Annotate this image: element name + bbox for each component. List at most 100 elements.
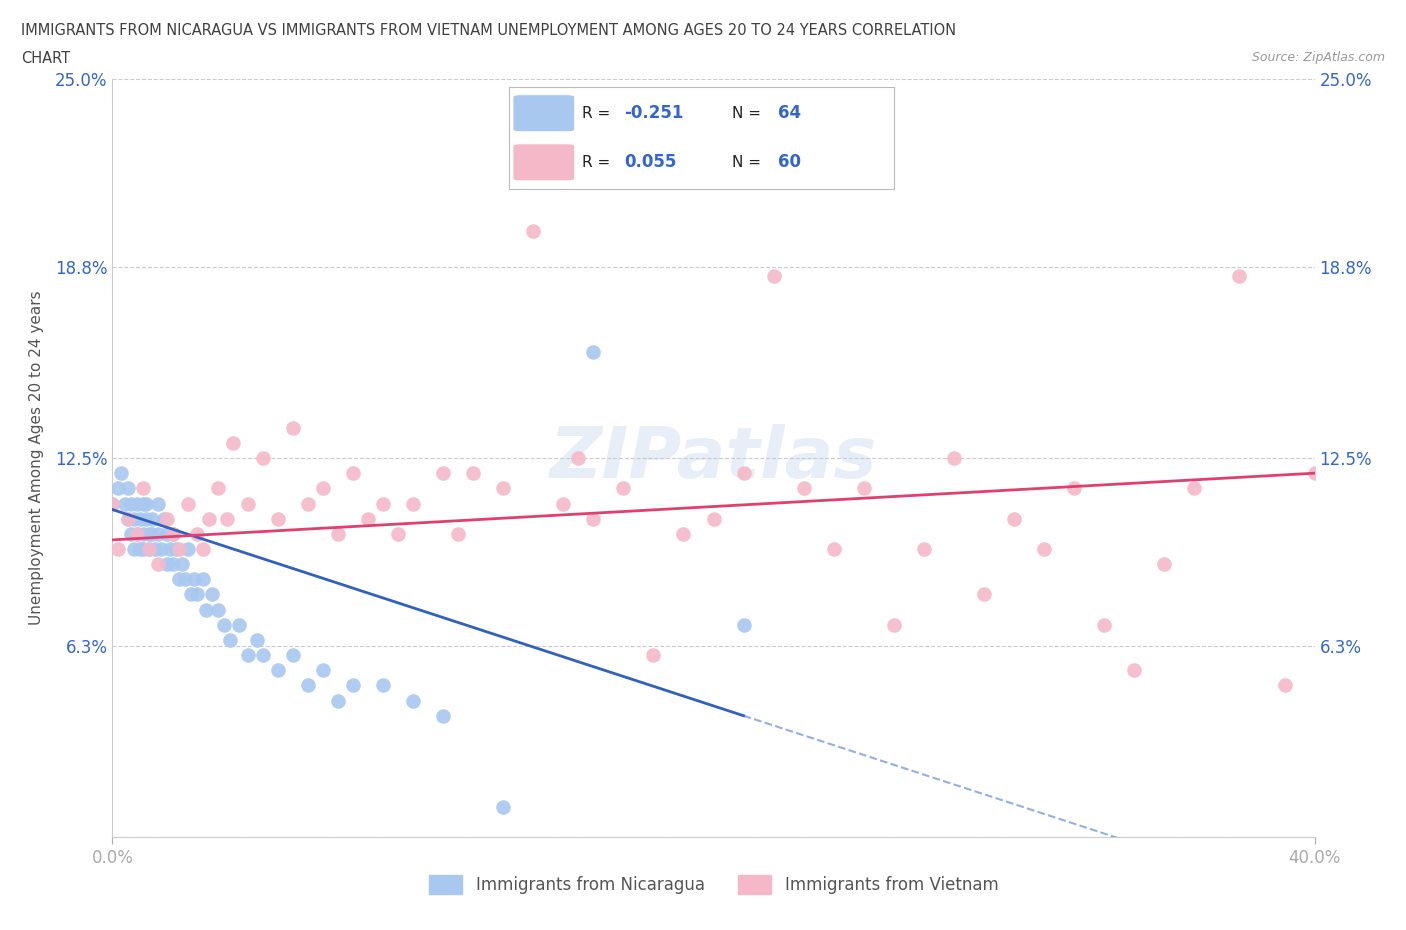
Point [402, 496, 425, 511]
Legend: Immigrants from Nicaragua, Immigrants from Vietnam: Immigrants from Nicaragua, Immigrants fr… [422, 868, 1005, 900]
Point [131, 481, 153, 496]
Point [107, 481, 129, 496]
Point [191, 541, 214, 556]
Point [342, 678, 364, 693]
Point [180, 587, 202, 602]
Point [312, 663, 335, 678]
Point [125, 496, 148, 511]
Point [155, 512, 177, 526]
Point [432, 466, 454, 481]
Point [281, 420, 304, 435]
Point [167, 541, 190, 556]
Point [461, 466, 484, 481]
Point [688, 108, 710, 123]
Point [146, 526, 169, 541]
Point [120, 526, 142, 541]
Point [152, 512, 174, 526]
Point [236, 647, 259, 662]
Point [1229, 269, 1251, 284]
Point [1303, 466, 1326, 481]
Point [246, 632, 269, 647]
Point [447, 526, 470, 541]
Point [138, 526, 160, 541]
Point [281, 647, 304, 662]
Point [326, 693, 349, 708]
Text: Source: ZipAtlas.com: Source: ZipAtlas.com [1251, 51, 1385, 64]
Point [222, 435, 245, 450]
Point [297, 496, 319, 511]
Point [1002, 512, 1025, 526]
Point [197, 512, 219, 526]
Point [131, 541, 153, 556]
Text: ZIPatlas: ZIPatlas [550, 423, 877, 493]
Point [912, 541, 935, 556]
Point [141, 512, 163, 526]
Point [522, 223, 544, 238]
Point [1153, 557, 1175, 572]
Point [612, 481, 634, 496]
Point [326, 526, 349, 541]
Point [432, 709, 454, 724]
Point [135, 512, 157, 526]
Point [155, 526, 177, 541]
Point [236, 496, 259, 511]
Point [492, 481, 515, 496]
Point [191, 572, 214, 587]
Point [342, 466, 364, 481]
Point [1274, 678, 1296, 693]
Point [107, 541, 129, 556]
Point [793, 481, 815, 496]
Point [762, 269, 785, 284]
Point [170, 557, 193, 572]
Point [110, 466, 132, 481]
Point [357, 512, 380, 526]
Point [267, 512, 290, 526]
Point [215, 512, 238, 526]
Point [167, 572, 190, 587]
Point [267, 663, 290, 678]
Point [128, 512, 150, 526]
Point [207, 603, 229, 618]
Point [117, 512, 139, 526]
Point [114, 496, 136, 511]
Point [207, 481, 229, 496]
Point [1123, 663, 1146, 678]
Point [194, 603, 217, 618]
Point [371, 496, 394, 511]
Point [823, 541, 845, 556]
Point [582, 344, 605, 359]
Point [162, 526, 184, 541]
Point [146, 557, 169, 572]
Point [155, 557, 177, 572]
Point [122, 512, 145, 526]
Point [852, 481, 875, 496]
Point [165, 541, 187, 556]
Point [122, 541, 145, 556]
Point [101, 496, 124, 511]
Point [1033, 541, 1056, 556]
Point [402, 693, 425, 708]
Point [117, 512, 139, 526]
Point [1092, 618, 1115, 632]
Point [183, 572, 205, 587]
Point [117, 481, 139, 496]
Point [228, 618, 250, 632]
Point [176, 496, 198, 511]
Point [218, 632, 240, 647]
Point [125, 526, 148, 541]
Point [149, 541, 172, 556]
Point [162, 526, 184, 541]
Point [1063, 481, 1085, 496]
Point [492, 799, 515, 814]
Point [131, 526, 153, 541]
Point [582, 512, 605, 526]
Point [553, 496, 575, 511]
Point [387, 526, 409, 541]
Point [159, 541, 181, 556]
Point [138, 541, 160, 556]
Point [186, 587, 208, 602]
Text: IMMIGRANTS FROM NICARAGUA VS IMMIGRANTS FROM VIETNAM UNEMPLOYMENT AMONG AGES 20 : IMMIGRANTS FROM NICARAGUA VS IMMIGRANTS … [21, 23, 956, 38]
Point [733, 466, 755, 481]
Point [942, 451, 965, 466]
Point [120, 496, 142, 511]
